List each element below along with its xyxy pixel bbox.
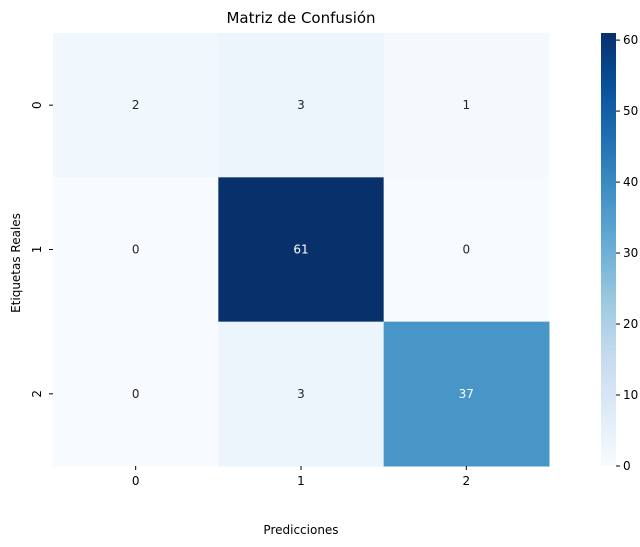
colorbar-tick-label: 50 xyxy=(623,104,638,118)
chart-title: Matriz de Confusión xyxy=(226,9,375,27)
heatmap-cell xyxy=(53,177,219,323)
heatmap-cell xyxy=(53,321,219,467)
cell-value-label: 3 xyxy=(297,98,305,112)
axis-ticks: 0 1 2 0 1 2 xyxy=(30,101,470,488)
cell-value-label: 3 xyxy=(297,387,305,401)
cell-value-label: 0 xyxy=(132,387,140,401)
x-tick-label: 2 xyxy=(463,474,471,488)
heatmap-cell xyxy=(218,321,385,467)
heatmap-cell xyxy=(218,33,385,178)
cell-value-label: 2 xyxy=(132,98,140,112)
colorbar-tick-label: 0 xyxy=(623,459,631,473)
heatmap-cell xyxy=(218,177,385,323)
colorbar-gradient xyxy=(601,33,616,466)
cell-value-label: 61 xyxy=(293,242,308,256)
colorbar-tick-label: 30 xyxy=(623,246,638,260)
x-tick-label: 0 xyxy=(132,474,140,488)
y-axis-label: Etiquetas Reales xyxy=(9,213,23,313)
colorbar-tick-label: 40 xyxy=(623,175,638,189)
x-tick-label: 1 xyxy=(297,474,305,488)
heatmap-cells: 2 3 1 0 61 0 0 3 37 xyxy=(53,33,550,467)
cell-value-label: 1 xyxy=(463,98,471,112)
heatmap-cell xyxy=(383,33,550,178)
y-tick-label: 0 xyxy=(30,101,44,109)
heatmap-cell xyxy=(383,321,550,467)
y-tick-label: 1 xyxy=(30,246,44,254)
colorbar: 0 10 20 30 40 50 60 xyxy=(601,33,638,473)
colorbar-tick-label: 20 xyxy=(623,317,638,331)
y-tick-label: 2 xyxy=(30,390,44,398)
x-axis-label: Predicciones xyxy=(263,523,338,537)
heatmap-cell xyxy=(383,177,550,323)
colorbar-tick-label: 60 xyxy=(623,33,638,47)
cell-value-label: 37 xyxy=(459,387,474,401)
cell-value-label: 0 xyxy=(132,242,140,256)
heatmap-cell xyxy=(53,33,219,178)
colorbar-tick-label: 10 xyxy=(623,388,638,402)
cell-value-label: 0 xyxy=(463,242,471,256)
